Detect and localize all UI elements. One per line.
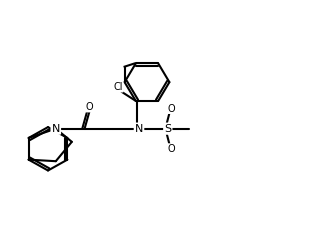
- Text: O: O: [85, 102, 93, 112]
- Text: Cl: Cl: [114, 82, 123, 92]
- Text: O: O: [167, 144, 175, 154]
- Text: N: N: [52, 124, 60, 134]
- Text: O: O: [167, 103, 175, 114]
- Text: N: N: [135, 124, 143, 134]
- Text: S: S: [164, 124, 172, 134]
